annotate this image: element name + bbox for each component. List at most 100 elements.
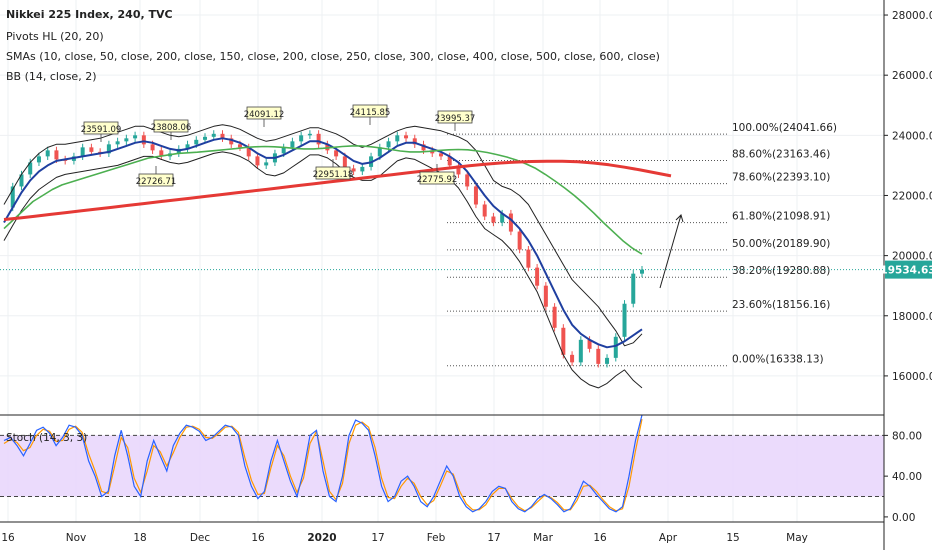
candle-body	[491, 216, 496, 223]
candle-body	[290, 141, 295, 148]
candle-body	[299, 135, 304, 142]
candle-body	[587, 339, 592, 349]
candle-body	[19, 174, 24, 187]
candle-body	[89, 147, 94, 152]
candle-body	[508, 213, 513, 232]
candle-body	[264, 162, 269, 166]
stoch-y-tick-label: 40.00	[892, 471, 922, 483]
candle-body	[543, 285, 548, 307]
x-tick-label: 17	[371, 532, 384, 544]
candle-body	[220, 133, 225, 139]
candle-body	[316, 133, 321, 145]
candle-body	[456, 165, 461, 175]
projection-arrow	[659, 214, 682, 289]
candle-body	[465, 174, 470, 187]
indicator-pivots: Pivots HL (20, 20)	[6, 30, 104, 43]
fib-label: 61.80%(21098.91)	[732, 211, 830, 223]
y-tick-label: 18000.00	[892, 311, 932, 323]
candle-body	[631, 273, 636, 304]
fib-label: 78.60%(22393.10)	[732, 172, 830, 184]
bb-lower-line	[3, 151, 643, 389]
fib-label: 50.00%(20189.90)	[732, 238, 830, 250]
fib-label: 38.20%(19280.88)	[732, 265, 830, 277]
indicator-bb: BB (14, close, 2)	[6, 70, 97, 83]
pivot-labels: 23591.09 23808.06 24091.12 24115.85 23995.37…	[81, 104, 476, 187]
candle-body	[640, 269, 644, 274]
price-tag-label: 19534.63	[880, 265, 932, 277]
candle-body	[613, 336, 618, 358]
sma-red-line	[3, 159, 672, 221]
candle-body	[194, 139, 199, 145]
candle-body	[237, 144, 242, 148]
pivot-label: 23808.06	[151, 123, 192, 133]
candle-body	[54, 150, 59, 160]
x-tick-label: 15	[726, 532, 739, 544]
candle-body	[150, 144, 155, 151]
stoch-y-tick-label: 80.00	[892, 430, 922, 442]
candle-body	[421, 144, 426, 151]
candle-body	[203, 136, 208, 140]
candle-body	[404, 135, 409, 139]
candle-body	[377, 147, 382, 157]
candle-body	[342, 156, 347, 169]
pivot-label: 22951.18	[313, 170, 354, 180]
indicator-smas: SMAs (10, close, 50, close, 200, close, …	[6, 50, 660, 63]
candle-body	[447, 156, 452, 166]
candles	[10, 130, 644, 368]
candle-body	[185, 144, 190, 149]
x-tick-label: 2020	[307, 532, 336, 544]
candle-body	[28, 162, 33, 175]
x-tick-label: 16	[593, 532, 607, 544]
candle-body	[246, 147, 251, 157]
x-tick-label: Nov	[66, 532, 87, 544]
candle-body	[596, 348, 601, 364]
y-tick-label: 20000.00	[892, 251, 932, 263]
bb-upper-line	[3, 124, 643, 347]
bb-mid-line	[3, 137, 643, 349]
y-tick-label: 16000.00	[892, 371, 932, 383]
candle-body	[10, 186, 15, 208]
candle-body	[255, 156, 260, 166]
candle-body	[307, 133, 312, 136]
pivot-label: 22775.92	[417, 175, 458, 185]
indicator-lines	[3, 124, 684, 389]
candle-body	[281, 147, 286, 154]
candle-body	[124, 138, 129, 142]
fib-levels: 100.00%(24041.66) 88.60%(23163.46) 78.60%(…	[0, 122, 884, 367]
y-tick-label: 24000.00	[892, 130, 932, 142]
y-tick-label: 26000.00	[892, 70, 932, 82]
candle-body	[438, 153, 443, 157]
pivot-label: 23591.09	[81, 125, 122, 135]
y-tick-label: 22000.00	[892, 190, 932, 202]
candle-body	[80, 147, 85, 157]
candle-body	[395, 135, 400, 142]
x-tick-label: Mar	[533, 532, 553, 544]
x-tick-label: May	[786, 532, 808, 544]
candle-body	[605, 357, 610, 364]
candle-body	[561, 327, 566, 355]
price-tag	[885, 260, 932, 279]
x-tick-label: 17	[487, 532, 500, 544]
candle-body	[115, 141, 120, 145]
candle-body	[334, 150, 339, 157]
fib-label: 23.60%(18156.16)	[732, 299, 830, 311]
x-tick-label: Apr	[659, 532, 678, 544]
candle-body	[351, 168, 356, 172]
candle-body	[526, 249, 531, 268]
candle-body	[473, 186, 478, 205]
candle-body	[36, 156, 41, 163]
stoch-label: Stoch (14, 3, 3)	[6, 432, 88, 444]
pivot-label: 24115.85	[350, 108, 391, 118]
candle-body	[622, 303, 627, 337]
candle-body	[45, 150, 50, 157]
stoch-k-line	[3, 414, 643, 513]
stoch-pane: 80.00 40.00 0.00	[0, 414, 922, 524]
x-tick-label: 16	[251, 532, 265, 544]
sma-green-line	[3, 145, 643, 255]
y-tick-label: 28000.00	[892, 10, 932, 22]
pivot-label: 23995.37	[435, 114, 476, 124]
stoch-d-line	[3, 418, 643, 512]
candle-body	[412, 138, 417, 145]
